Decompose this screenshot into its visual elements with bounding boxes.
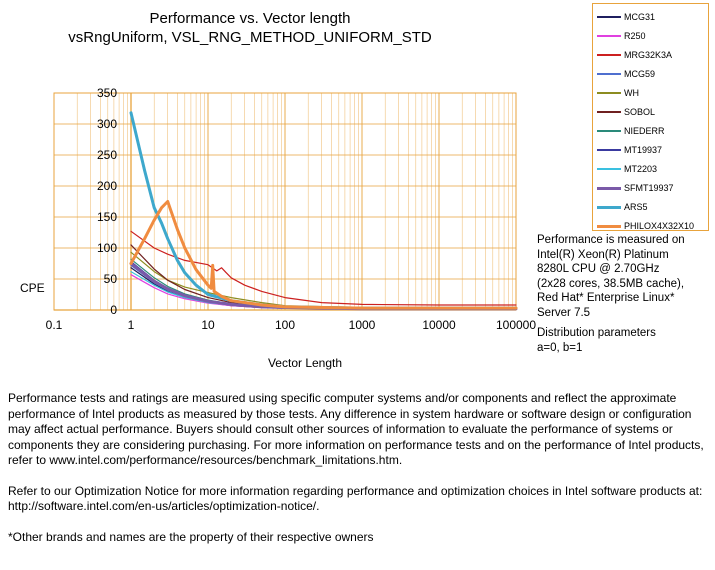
legend-swatch (597, 149, 621, 151)
performance-disclaimer: Performance tests and ratings are measur… (8, 391, 704, 467)
optimization-notice: Refer to our Optimization Notice for mor… (8, 483, 703, 514)
distribution-params-heading: Distribution parameters (537, 327, 656, 339)
legend-swatch (597, 130, 621, 132)
legend-item: MCG59 (597, 66, 655, 82)
y-tick-label: 300 (97, 117, 117, 131)
disclaimer-footer: Performance tests and ratings are measur… (8, 391, 708, 560)
legend-swatch (597, 205, 621, 209)
legend-item: MRG32K3A (597, 47, 672, 63)
legend-item: MCG31 (597, 9, 655, 25)
x-tick-label: 10 (201, 318, 215, 332)
legend-swatch (597, 168, 621, 170)
legend-swatch (597, 73, 621, 75)
note-line: Server 7.5 (537, 306, 591, 319)
legend-label: MT19937 (624, 145, 663, 155)
legend-label: ARS5 (624, 202, 648, 212)
test-configuration-note: Performance is measured on Intel(R) Xeon… (537, 233, 715, 355)
legend-item: ARS5 (597, 199, 648, 215)
x-tick-label: 1 (128, 318, 135, 332)
trademark-notice: *Other brands and names are the property… (8, 529, 374, 544)
legend-swatch (597, 224, 621, 228)
x-axis-label: Vector Length (267, 356, 343, 370)
chart-title: Performance vs. Vector length (149, 10, 351, 27)
series-line-mt19937 (130, 261, 517, 310)
y-tick-label: 250 (97, 148, 117, 162)
legend-label: MCG59 (624, 69, 656, 79)
chart-subtitle: vsRngUniform, VSL_RNG_METHOD_UNIFORM_STD (68, 29, 432, 46)
y-axis-label: CPE (20, 281, 45, 295)
series-line-mrg32k3a (130, 230, 517, 306)
x-tick-label: 10000 (422, 318, 456, 332)
legend-label: PHILOX4X32X10 (624, 221, 695, 231)
legend-label: SOBOL (624, 107, 656, 117)
series-line-r250 (130, 274, 517, 310)
legend-label: SFMT19937 (624, 183, 674, 193)
legend-label: MRG32K3A (624, 50, 673, 60)
y-tick-label: 200 (97, 179, 117, 193)
legend-label: NIEDERR (624, 126, 665, 136)
legend-item: WH (597, 85, 639, 101)
series-line-sfmt19937 (129, 262, 518, 311)
legend-swatch (597, 54, 621, 56)
x-tick-label: 1000 (349, 318, 376, 332)
legend-item: R250 (597, 28, 646, 44)
note-line: Red Hat* Enterprise Linux* (537, 292, 675, 304)
y-tick-label: 100 (97, 241, 117, 255)
y-tick-label: 150 (97, 210, 117, 224)
legend-item: SOBOL (597, 104, 655, 120)
legend-label: MT2203 (624, 164, 658, 174)
legend-swatch (597, 186, 621, 190)
legend-swatch (597, 35, 621, 37)
legend-item: NIEDERR (597, 123, 665, 139)
series-line-philox4x32x10 (129, 200, 518, 310)
note-line: Performance is measured on (537, 234, 685, 246)
note-line: 8280L CPU @ 2.70GHz (537, 263, 660, 275)
legend-label: WH (624, 88, 639, 98)
legend-swatch (597, 16, 621, 18)
legend-item: MT2203 (597, 161, 657, 177)
legend-item: PHILOX4X32X10 (597, 218, 694, 234)
legend-item: MT19937 (597, 142, 662, 158)
legend-label: MCG31 (624, 12, 656, 22)
x-tick-label: 100000 (496, 318, 536, 332)
y-tick-label: 350 (97, 86, 117, 100)
y-tick-label: 50 (104, 272, 118, 286)
note-line: Intel(R) Xeon(R) Platinum (537, 248, 669, 261)
chart-legend: MCG31 R250 MRG32K3A MCG59 WH SOBOL NIEDERR MT19… (592, 3, 709, 231)
line-chart: 0 50 100 150 200 250 300 350 0.1 1 10 100 1000 10000 1… (46, 86, 537, 332)
legend-label: R250 (624, 31, 646, 41)
legend-swatch (597, 111, 621, 113)
y-tick-label: 0 (110, 303, 117, 317)
legend-item: SFMT19937 (597, 180, 674, 196)
x-tick-label: 100 (275, 318, 295, 332)
chart-title-block: Performance vs. Vector length vsRngUnifo… (40, 9, 460, 47)
distribution-params-value: a=0, b=1 (537, 341, 583, 354)
note-line: (2x28 cores, 38.5MB cache), (537, 277, 685, 290)
series-line-niederr (130, 258, 517, 309)
x-tick-label: 0.1 (46, 318, 63, 332)
legend-swatch (597, 92, 621, 94)
